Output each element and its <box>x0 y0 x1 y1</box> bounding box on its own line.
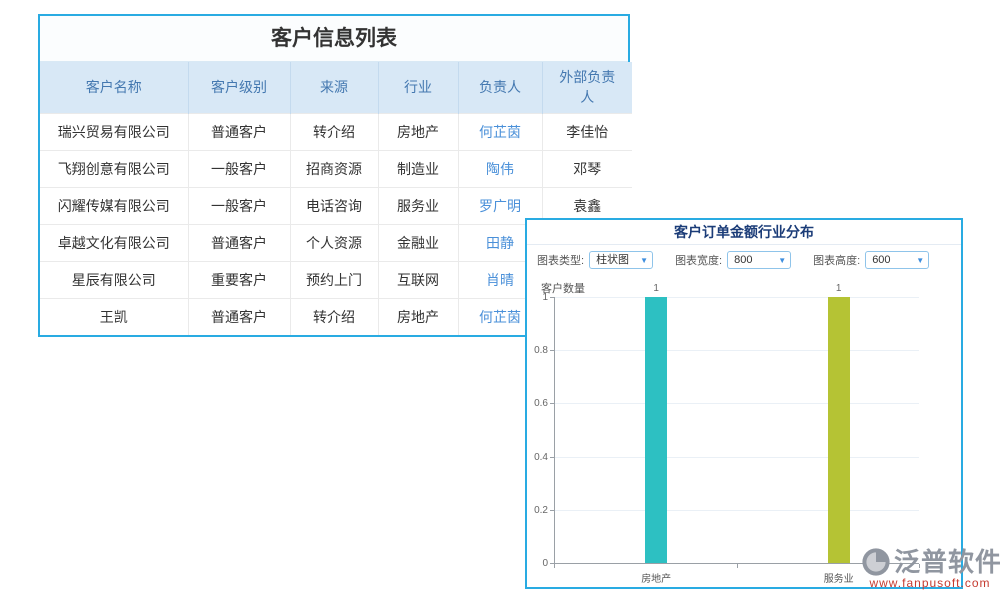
chevron-down-icon: ▼ <box>640 256 649 265</box>
table-cell: 邓琴 <box>541 149 632 187</box>
chart-controls: 图表类型: 柱状图 ▼ 图表宽度: 800 ▼ 图表高度: 600 ▼ <box>527 245 961 275</box>
chart-control: 图表宽度: 800 ▼ <box>675 251 792 269</box>
x-axis-line <box>554 563 919 564</box>
y-tick-label: 0 <box>542 558 548 569</box>
gridline <box>554 350 919 352</box>
table-cell: 房地产 <box>377 112 458 150</box>
table-row: 王凯 普通客户 转介绍 房地产 何芷茵 <box>40 297 632 335</box>
owner-link[interactable]: 何芷茵 <box>457 112 542 150</box>
chevron-down-icon: ▼ <box>916 256 925 265</box>
y-tick-label: 0.4 <box>534 451 548 463</box>
chart-panel-title: 客户订单金额行业分布 <box>527 220 961 245</box>
table-cell: 转介绍 <box>289 112 378 150</box>
y-tick-label: 1 <box>542 292 548 303</box>
y-axis-title: 客户数量 <box>541 283 585 295</box>
table-cell: 星辰有限公司 <box>40 260 188 298</box>
y-tick <box>550 350 554 352</box>
x-category-label: 房地产 <box>641 574 672 585</box>
chart-bar <box>645 297 668 563</box>
table-row: 飞翔创意有限公司 一般客户 招商资源 制造业 陶伟 邓琴 <box>40 149 632 187</box>
chart-control: 图表类型: 柱状图 ▼ <box>537 251 654 269</box>
owner-link[interactable]: 陶伟 <box>457 149 542 187</box>
table-cell: 王凯 <box>40 297 188 335</box>
table-cell: 服务业 <box>377 186 458 224</box>
customer-table: 客户名称 客户级别 来源 行业 负责人 外部负责人 瑞兴贸易有限公司 普通客户 转介绍 房地产何… <box>40 62 632 335</box>
gridline <box>554 403 919 405</box>
gridline <box>554 456 919 458</box>
y-tick-label: 0.8 <box>534 345 548 357</box>
column-header: 客户级别 <box>187 62 290 113</box>
chevron-down-icon: ▼ <box>778 256 787 265</box>
watermark-brand-text: 泛普软件 <box>894 547 1000 577</box>
table-row: 瑞兴贸易有限公司 普通客户 转介绍 房地产 何芷茵 李佳怡 <box>40 112 632 150</box>
table-cell: 制造业 <box>377 149 458 187</box>
owner-link[interactable]: 罗广明 <box>457 186 542 224</box>
table-cell: 预约上门 <box>289 260 378 298</box>
y-axis-line <box>554 297 555 564</box>
chart-width-select[interactable]: 800 ▼ <box>727 251 792 269</box>
table-cell: 电话咨询 <box>289 186 378 224</box>
table-cell: 瑞兴贸易有限公司 <box>40 112 188 150</box>
table-cell: 普通客户 <box>187 297 290 335</box>
table-cell: 个人资源 <box>289 223 378 261</box>
control-label: 图表宽度: <box>675 255 723 267</box>
x-tick <box>919 564 920 568</box>
table-cell: 转介绍 <box>289 297 378 335</box>
fanpu-logo-icon <box>860 546 892 578</box>
gridline <box>554 297 919 298</box>
table-cell: 普通客户 <box>187 223 290 261</box>
fanpu-watermark: 泛普软件 www.fanpusoft.com <box>860 546 1000 590</box>
chart-height-select[interactable]: 600 ▼ <box>865 251 930 269</box>
table-cell: 李佳怡 <box>541 112 632 150</box>
table-header-row: 客户名称 客户级别 来源 行业 负责人 外部负责人 <box>40 62 632 113</box>
order-industry-chart-panel: 客户订单金额行业分布 图表类型: 柱状图 ▼ 图表宽度: 800 ▼ 图表高度: 600 ▼ 客… <box>525 218 963 589</box>
y-tick <box>550 456 554 458</box>
column-header: 负责人 <box>457 62 542 113</box>
table-cell: 房地产 <box>377 297 458 335</box>
table-cell: 一般客户 <box>187 186 290 224</box>
table-cell: 重要客户 <box>187 260 290 298</box>
table-cell: 闪耀传媒有限公司 <box>40 186 188 224</box>
bar-value-label: 1 <box>835 283 842 294</box>
customer-table-body: 瑞兴贸易有限公司 普通客户 转介绍 房地产 何芷茵 李佳怡 飞翔创意有限公司 一般客户 招商资源… <box>40 112 632 335</box>
control-label: 图表类型: <box>537 255 585 267</box>
table-cell: 一般客户 <box>187 149 290 187</box>
column-header: 来源 <box>289 62 378 113</box>
table-row: 闪耀传媒有限公司 一般客户 电话咨询 服务业 罗广明 袁鑫 <box>40 186 632 224</box>
bar-value-label: 1 <box>653 283 659 294</box>
watermark-url-text: www.fanpusoft.com <box>869 576 991 590</box>
x-tick <box>736 564 738 568</box>
table-cell: 金融业 <box>377 223 458 261</box>
x-tick <box>554 564 555 568</box>
column-header: 行业 <box>377 62 458 113</box>
table-cell: 互联网 <box>377 260 458 298</box>
chart-type-select[interactable]: 柱状图 ▼ <box>589 251 654 269</box>
control-label: 图表高度: <box>813 255 861 267</box>
chart-control: 图表高度: 600 ▼ <box>813 251 930 269</box>
table-cell: 卓越文化有限公司 <box>40 223 188 261</box>
y-tick-label: 0.6 <box>534 398 548 410</box>
y-tick <box>550 403 554 405</box>
table-cell: 普通客户 <box>187 112 290 150</box>
y-tick-label: 0.2 <box>534 504 548 516</box>
column-header: 外部负责人 <box>541 62 632 113</box>
y-tick <box>550 563 554 564</box>
column-header: 客户名称 <box>40 62 188 113</box>
chart-bar <box>827 297 850 563</box>
gridline <box>554 509 919 511</box>
table-title: 客户信息列表 <box>40 16 628 62</box>
customer-info-card: 客户信息列表 客户名称 客户级别 来源 行业 负责人 外部负责人 瑞兴贸易有限公司 普通客户… <box>38 14 632 337</box>
y-tick <box>550 509 554 511</box>
table-cell: 招商资源 <box>289 149 378 187</box>
x-category-label: 服务业 <box>823 574 854 585</box>
table-cell: 袁鑫 <box>541 186 632 224</box>
table-cell: 飞翔创意有限公司 <box>40 149 188 187</box>
y-tick <box>550 297 554 298</box>
bar-chart: 客户数量 0 0.2 0.4 0.6 0.8 1 1 房地产 1 服务业 <box>527 276 961 587</box>
